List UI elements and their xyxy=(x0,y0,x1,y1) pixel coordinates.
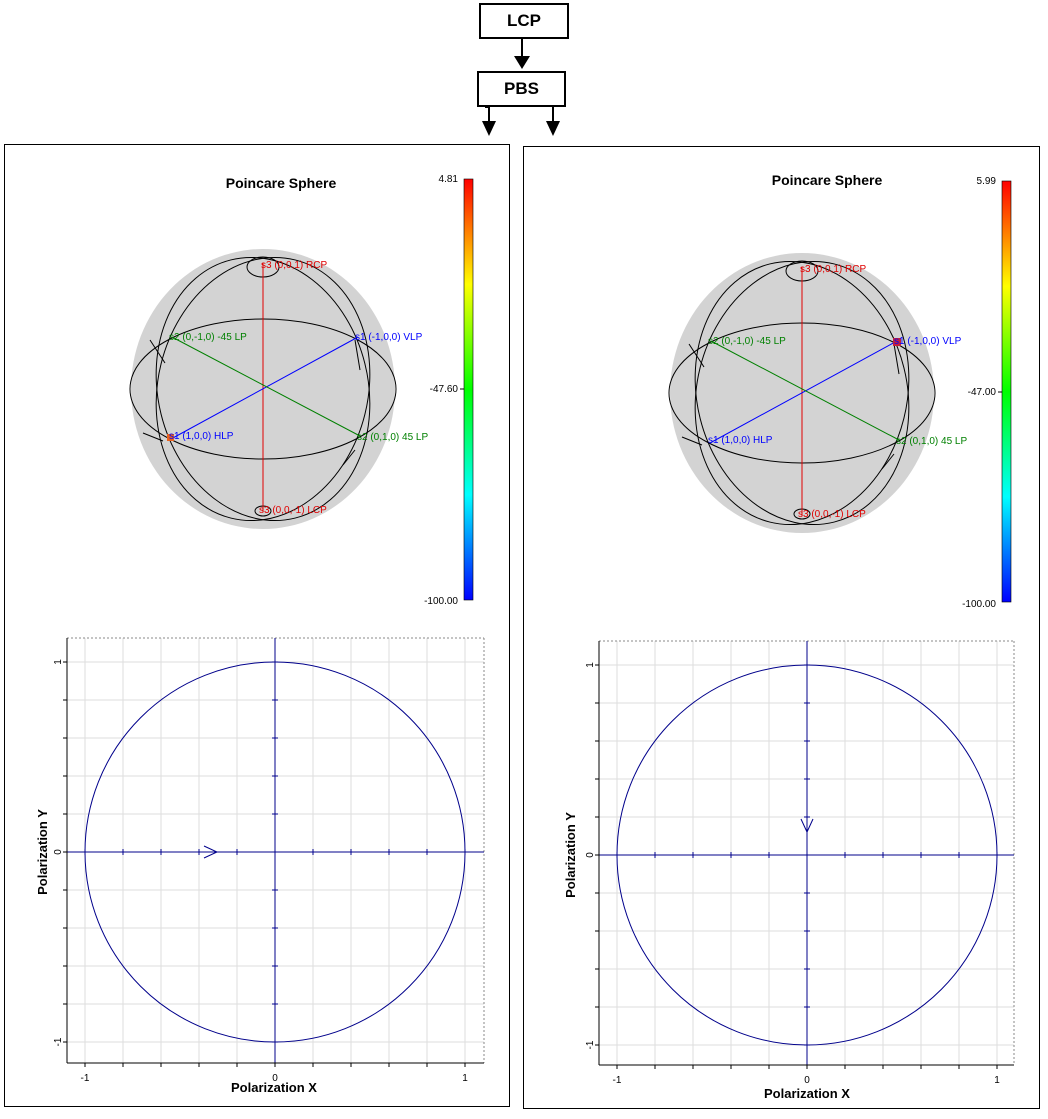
y-tick-label: 0 xyxy=(53,849,64,855)
hlp-point-label: s1 (1,0,0) HLP xyxy=(169,431,234,442)
s1-axis xyxy=(709,340,898,444)
arrow-right-output-icon xyxy=(546,121,560,136)
colorbar-gradient xyxy=(1001,180,1012,603)
colorbar-mid: -47.60 xyxy=(430,384,459,395)
lp45-point-label: s2 (0,1,0) 45 LP xyxy=(896,436,967,447)
lcp-source-label: LCP xyxy=(507,11,541,30)
colorbar-min: -100.00 xyxy=(424,596,458,607)
y-tick-label: -1 xyxy=(53,1037,64,1046)
rcp-point-label: s3 (0,0,1) RCP xyxy=(261,260,327,271)
poincare-title: Poincare Sphere xyxy=(226,175,337,191)
lp45-point-label: s2 (0,1,0) 45 LP xyxy=(357,432,428,443)
x-axis-label: Polarization X xyxy=(231,1080,317,1095)
polarization-plot: -1 0 1 1 0 -1 Polarization X Polarizatio… xyxy=(563,640,1015,1101)
arrow-left-output-icon xyxy=(482,121,496,136)
lcp-source-block: LCP xyxy=(479,3,569,39)
right-analyzer-panel: Poincare Sphere s3 (0,0,1) RCP s3 (0,0,-… xyxy=(523,146,1040,1109)
colorbar-min: -100.00 xyxy=(962,599,996,610)
colorbar: 5.99 -47.00 -100.00 xyxy=(962,176,1012,610)
colorbar-mid: -47.00 xyxy=(968,387,997,398)
x-tick-label: 0 xyxy=(272,1073,278,1084)
y-axis-label: Polarization Y xyxy=(35,809,50,895)
connector-arrows xyxy=(482,39,560,136)
direction-arrow-icon xyxy=(203,845,219,859)
x-tick-label: 1 xyxy=(462,1073,468,1084)
colorbar-gradient xyxy=(463,178,474,601)
y-tick-label: 0 xyxy=(585,852,596,858)
x-tick-label: -1 xyxy=(81,1073,90,1084)
s2-axis xyxy=(710,340,900,441)
s1-axis xyxy=(170,336,359,440)
polarization-state-marker xyxy=(893,338,901,346)
y-axis-label: Polarization Y xyxy=(563,812,578,898)
x-tick-label: -1 xyxy=(613,1075,622,1086)
hlp-point-label: s1 (1,0,0) HLP xyxy=(708,435,773,446)
lpm45-point-label: s2 (0,-1,0) -45 LP xyxy=(169,332,247,343)
y-tick-label: 1 xyxy=(585,662,596,668)
poincare-title: Poincare Sphere xyxy=(772,172,883,188)
poincare-sphere: s3 (0,0,1) RCP s3 (0,0,-1) LCP s1 (-1,0,… xyxy=(668,253,967,533)
lcp-point-label: s3 (0,0,-1) LCP xyxy=(259,505,327,516)
pbs-label: PBS xyxy=(504,79,539,98)
x-tick-label: 0 xyxy=(804,1075,810,1086)
direction-arrow-icon xyxy=(800,818,814,834)
lcp-point-label: s3 (0,0,-1) LCP xyxy=(798,509,866,520)
colorbar-max: 4.81 xyxy=(439,174,459,185)
pbs-block: PBS xyxy=(477,71,566,107)
polarization-state-marker xyxy=(167,434,174,441)
rcp-point-label: s3 (0,0,1) RCP xyxy=(800,264,866,275)
colorbar: 4.81 -47.60 -100.00 xyxy=(424,174,474,607)
s2-axis xyxy=(171,336,361,437)
left-analyzer-panel: Poincare Sphere s3 (0,0,1) RCP s3 (0,0,-… xyxy=(4,144,510,1107)
arrow-lcp-to-pbs-icon xyxy=(514,56,530,69)
vlp-point-label: s1 (-1,0,0) VLP xyxy=(894,336,962,347)
colorbar-max: 5.99 xyxy=(977,176,997,187)
y-tick-label: -1 xyxy=(585,1040,596,1049)
lpm45-point-label: s2 (0,-1,0) -45 LP xyxy=(708,336,786,347)
y-tick-label: 1 xyxy=(53,659,64,665)
x-axis-label: Polarization X xyxy=(764,1086,850,1101)
polarization-plot: -1 0 1 1 0 -1 Polarization X Polarizatio… xyxy=(35,637,485,1095)
x-tick-label: 1 xyxy=(994,1075,1000,1086)
poincare-sphere: s3 (0,0,1) RCP s3 (0,0,-1) LCP s1 (-1,0,… xyxy=(129,249,428,529)
vlp-point-label: s1 (-1,0,0) VLP xyxy=(355,332,423,343)
